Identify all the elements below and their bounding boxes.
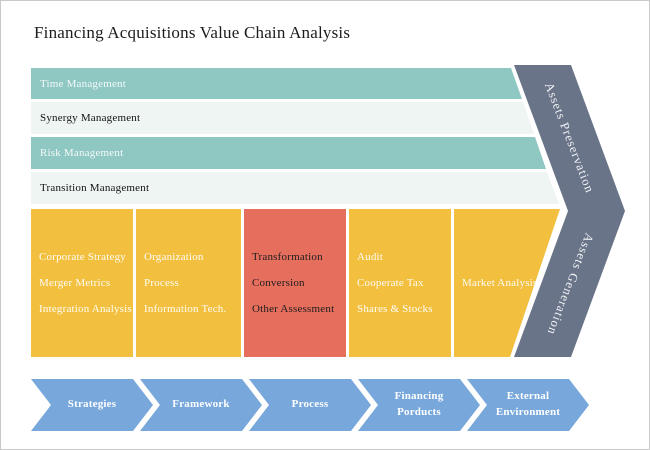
activity-item: Audit xyxy=(357,251,384,263)
activity-item: Corporate Strategy xyxy=(39,251,126,263)
support-row-label: Risk Management xyxy=(40,147,124,159)
support-row-transition-management: Transition Management xyxy=(31,172,559,204)
process-arrow-external-environment: External Environment xyxy=(467,379,589,431)
process-arrow-framework: Framework xyxy=(140,379,262,431)
support-row-risk-management: Risk Management xyxy=(31,137,546,169)
activity-column-strategy: Corporate Strategy Merger Metrics Integr… xyxy=(31,209,133,357)
process-arrow-label: Process xyxy=(291,398,329,411)
process-arrow-label: Framework xyxy=(172,398,230,411)
process-arrow-label: External Environment xyxy=(495,390,561,418)
activity-item: Organization xyxy=(144,251,204,263)
support-row-label: Time Management xyxy=(40,77,126,90)
activity-item: Integration Analysis xyxy=(39,303,132,315)
support-row-time-management: Time Management xyxy=(31,68,522,99)
process-arrow-label: Financing Porducts xyxy=(394,390,444,418)
activity-item: Merger Metrics xyxy=(39,277,111,289)
activity-item: Conversion xyxy=(252,277,305,289)
activity-column-transformation: Transformation Conversion Other Assessme… xyxy=(244,209,346,357)
page-title: Financing Acquisitions Value Chain Analy… xyxy=(34,23,351,42)
support-row-synergy-management: Synergy Management xyxy=(31,102,534,134)
activity-column-audit: Audit Cooperate Tax Shares & Stocks xyxy=(349,209,451,357)
activity-item: Transformation xyxy=(252,251,323,263)
process-arrow-strategies: Strategies xyxy=(31,379,153,431)
process-arrow-financing-products: Financing Porducts xyxy=(358,379,480,431)
process-arrow-label: Strategies xyxy=(67,398,117,411)
activity-item: Cooperate Tax xyxy=(357,277,424,289)
activity-item: Process xyxy=(144,277,180,289)
activity-item: Shares & Stocks xyxy=(357,303,433,315)
activity-item: Other Assessment xyxy=(252,303,335,315)
assets-generation-label: Assets Generation xyxy=(544,231,597,338)
activity-item: Information Tech. xyxy=(144,303,227,315)
activity-item: Market Analysis xyxy=(462,277,538,289)
assets-preservation-label: Assets Preservation xyxy=(541,80,598,196)
support-row-label: Transition Management xyxy=(40,182,150,194)
support-row-label: Synergy Management xyxy=(40,112,141,124)
process-arrow-process: Process xyxy=(249,379,371,431)
activity-column-organization: Organization Process Information Tech. xyxy=(136,209,241,357)
